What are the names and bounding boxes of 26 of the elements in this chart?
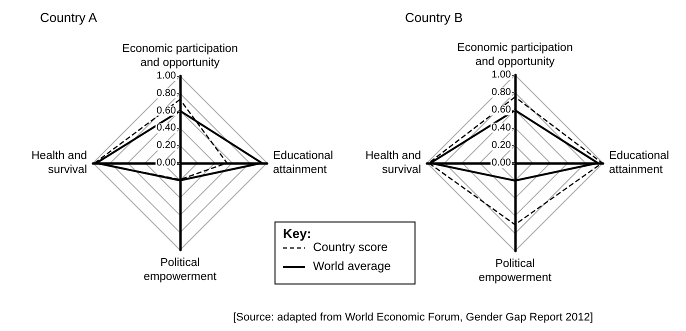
spoke-label: Political empowerment: [478, 258, 552, 284]
y-tick-label: 0.20: [492, 140, 512, 151]
spoke-label: Health and survival: [31, 150, 87, 176]
spoke-label: Educational attainment: [273, 150, 334, 176]
legend-label: World average: [313, 259, 392, 273]
legend-label: Country score: [313, 240, 388, 254]
y-tick-label: 1.00: [156, 70, 176, 82]
y-tick-label: 0.60: [492, 104, 512, 116]
y-tick-label: 1.00: [492, 70, 512, 80]
y-tick-label: 0.80: [156, 88, 176, 99]
y-tick-label: 0.60: [156, 105, 176, 116]
y-tick-label: 0.00: [492, 158, 512, 168]
y-tick-label: 0.80: [492, 87, 512, 98]
spoke-label: Educational attainment: [609, 150, 670, 176]
text: [Source: adapted from World Economic Forum, Gender Gap Report 2012]: [233, 312, 594, 324]
chart-title: Country A: [40, 10, 98, 25]
y-tick-label: 0.20: [156, 140, 176, 152]
spoke-label: Economic participation and opportunity: [122, 43, 238, 69]
spoke-label: Health and survival: [365, 150, 421, 176]
legend-title: Key:: [283, 226, 312, 241]
chart-title: Country B: [405, 10, 463, 25]
spoke-label: Economic participation and opportunity: [457, 42, 573, 68]
spoke-label: Political empowerment: [144, 257, 218, 283]
y-tick-label: 0.40: [156, 122, 176, 134]
y-tick-label: 0.40: [492, 122, 512, 134]
y-tick-label: 0.00: [156, 158, 176, 168]
